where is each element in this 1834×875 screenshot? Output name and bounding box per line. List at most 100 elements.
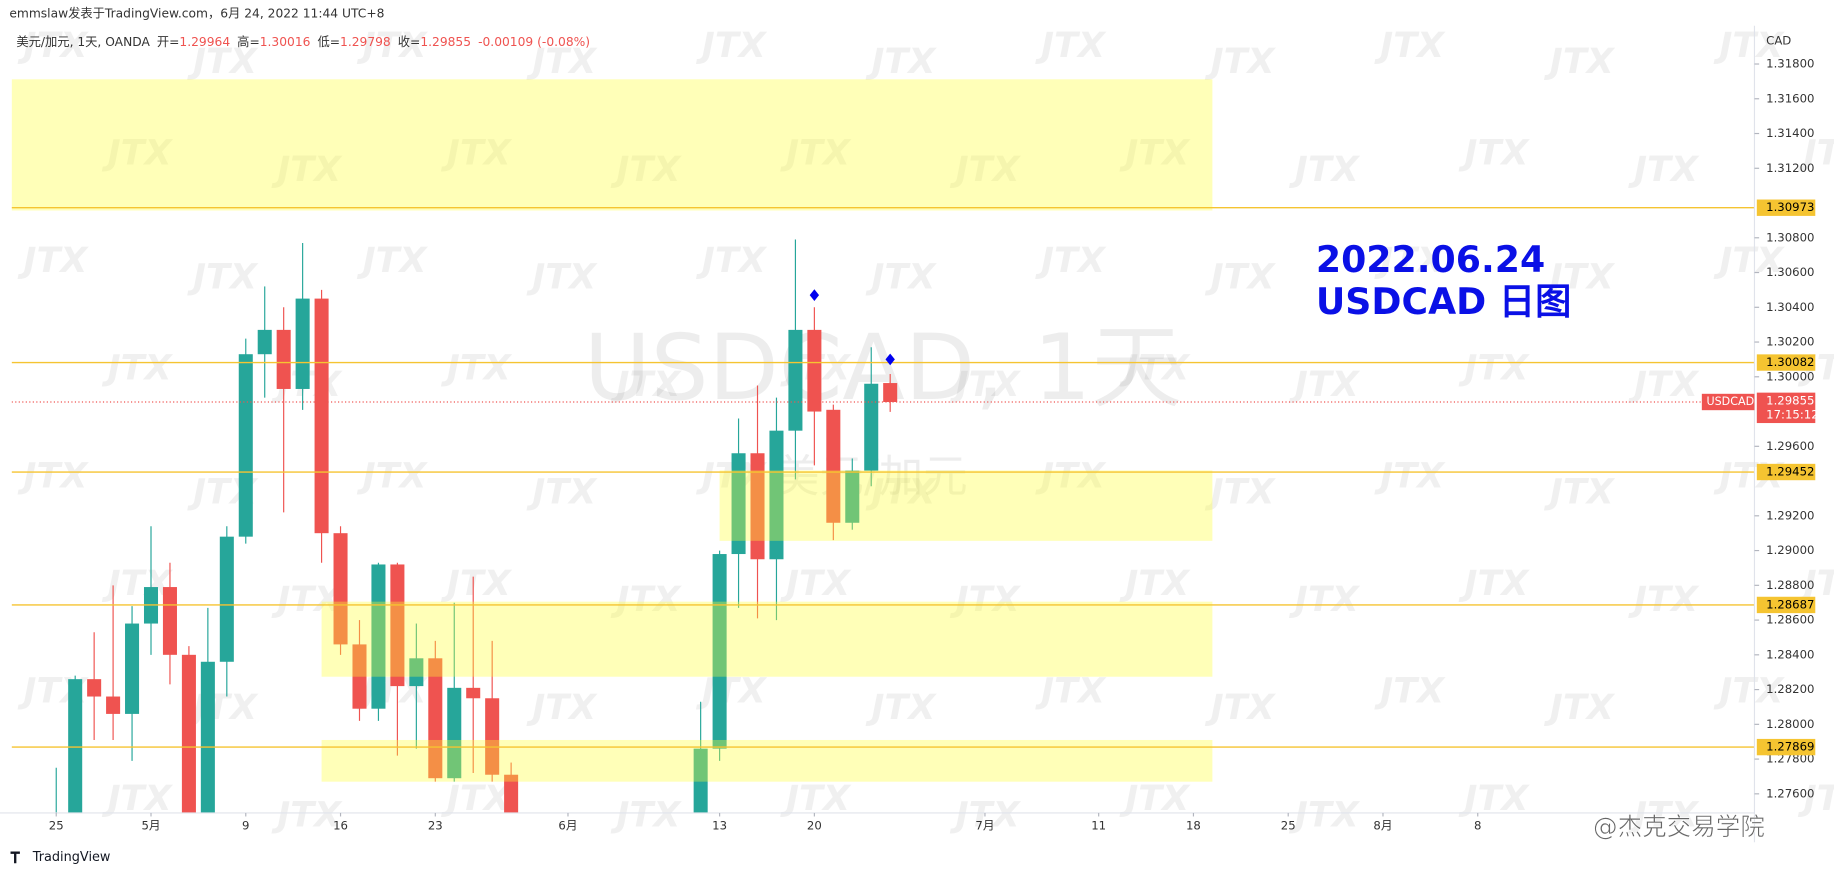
candle-body <box>352 644 367 709</box>
logo-watermark: JTX <box>1119 563 1191 604</box>
candle-body <box>390 564 405 687</box>
logo-watermark: JTX <box>696 240 768 281</box>
candle-body <box>181 654 196 813</box>
logo-watermark: JTX <box>357 25 429 66</box>
level-label: 1.30973 <box>1766 200 1814 214</box>
header: emmslaw发表于TradingView.com，6月 24, 2022 11… <box>9 6 384 21</box>
ohlc-value: 1.29964 <box>179 35 230 49</box>
x-tick-label: 8 <box>1474 818 1481 832</box>
y-tick-label: 1.31800 <box>1766 57 1814 71</box>
logo-watermark: JTX <box>526 256 598 297</box>
level-label: 1.29452 <box>1766 465 1814 479</box>
logo-watermark: JTX <box>610 794 682 835</box>
logo-watermark: JTX <box>1374 25 1446 66</box>
logo-watermark: JTX <box>1035 670 1107 711</box>
logo-watermark: JTX <box>1374 240 1446 281</box>
candle-body <box>409 658 424 687</box>
footer-logo: TradingView <box>32 850 111 865</box>
ohlc-value: 1.30016 <box>260 35 311 49</box>
logo-watermark: JTX <box>1119 132 1191 173</box>
logo-watermark: JTX <box>441 132 513 173</box>
x-tick-label: 25 <box>1281 818 1296 832</box>
currency: CAD <box>1766 33 1791 47</box>
y-tick-label: 1.28000 <box>1766 717 1814 731</box>
logo-watermark: JTX <box>1289 364 1361 405</box>
logo-watermark: JTX <box>1798 132 1834 173</box>
logo-watermark: JTX <box>1458 348 1530 389</box>
logo-watermark: JTX <box>102 132 174 173</box>
logo-watermark: JTX <box>17 240 89 281</box>
candle-body <box>428 658 443 779</box>
logo-watermark: JTX <box>526 41 598 82</box>
logo-watermark: JTX <box>1628 364 1700 405</box>
logo-watermark: JTX <box>441 563 513 604</box>
ohlc-value: 1.29855 <box>420 35 471 49</box>
zone <box>719 470 1213 541</box>
tv-icon <box>10 851 20 864</box>
logo-watermark: JTX <box>950 794 1022 835</box>
x-tick-label: 20 <box>807 818 822 832</box>
logo-watermark: JTX <box>17 455 89 496</box>
logo-watermark: JTX <box>1289 149 1361 190</box>
level-label-box <box>1756 738 1816 756</box>
candle-body <box>693 748 708 813</box>
x-tick-label: 9 <box>242 818 249 832</box>
logo-watermark: JTX <box>102 778 174 819</box>
zone <box>321 601 1213 677</box>
last-price-label: 1.29855 <box>1766 393 1814 407</box>
candle-body <box>295 298 310 389</box>
candle-body <box>883 383 898 402</box>
candle-body <box>314 298 329 534</box>
x-tick-label: 11 <box>1091 818 1106 832</box>
logo-watermark: JTX <box>696 670 768 711</box>
candle-body <box>826 409 841 523</box>
candle-body <box>750 453 765 560</box>
symbol-watermark: USDCAD, 1天 <box>584 314 1183 421</box>
logo-watermark: JTX <box>357 455 429 496</box>
level-label-box <box>1756 596 1816 614</box>
logo-watermark: JTX <box>610 579 682 620</box>
candle-body <box>238 354 253 537</box>
logo-watermark: JTX <box>357 240 429 281</box>
logo-watermark: JTX <box>1713 670 1785 711</box>
candle-body <box>106 696 121 714</box>
candle-body <box>371 564 386 709</box>
candle-body <box>200 661 215 813</box>
candle-body <box>504 774 519 813</box>
y-tick-label: 1.31600 <box>1766 91 1814 105</box>
x-tick-label: 5月 <box>141 818 160 832</box>
logo-watermark: JTX <box>1119 778 1191 819</box>
logo-watermark: JTX <box>1544 256 1616 297</box>
candle-body <box>447 687 462 779</box>
y-tick-label: 1.30200 <box>1766 335 1814 349</box>
logo-watermark: JTX <box>1458 132 1530 173</box>
y-tick-label: 1.31200 <box>1766 161 1814 175</box>
x-tick-label: 8月 <box>1373 818 1392 832</box>
ohlc-legend: 美元/加元, 1天, OANDA 开=1.29964 高=1.30016 低=1.29… <box>16 34 590 49</box>
logo-watermark: JTX <box>780 132 852 173</box>
logo-watermark: JTX <box>950 364 1022 405</box>
candle-body <box>788 329 803 431</box>
y-tick-label: 1.29600 <box>1766 439 1814 453</box>
candle-body <box>731 453 746 555</box>
logo-watermark: JTX <box>780 778 852 819</box>
x-tick-label: 6月 <box>558 818 577 832</box>
candle-body <box>845 470 860 523</box>
logo-watermark: JTX <box>1205 41 1277 82</box>
candle-body <box>257 329 272 355</box>
x-tick-label: 23 <box>428 818 443 832</box>
level-label: 1.30082 <box>1766 355 1814 369</box>
logo-watermark: JTX <box>1544 41 1616 82</box>
y-tick-label: 1.29000 <box>1766 543 1814 557</box>
candle-body <box>219 536 234 662</box>
logo-watermark: JTX <box>187 687 259 728</box>
countdown: 17:15:12 <box>1766 407 1819 421</box>
candle-body <box>87 679 102 697</box>
logo-watermark: JTX <box>865 41 937 82</box>
logo-watermark: JTX <box>1035 25 1107 66</box>
level-label: 1.28687 <box>1766 597 1814 611</box>
logo-watermark: JTX <box>865 687 937 728</box>
logo-watermark: JTX <box>865 472 937 513</box>
x-tick-label: 25 <box>49 818 64 832</box>
